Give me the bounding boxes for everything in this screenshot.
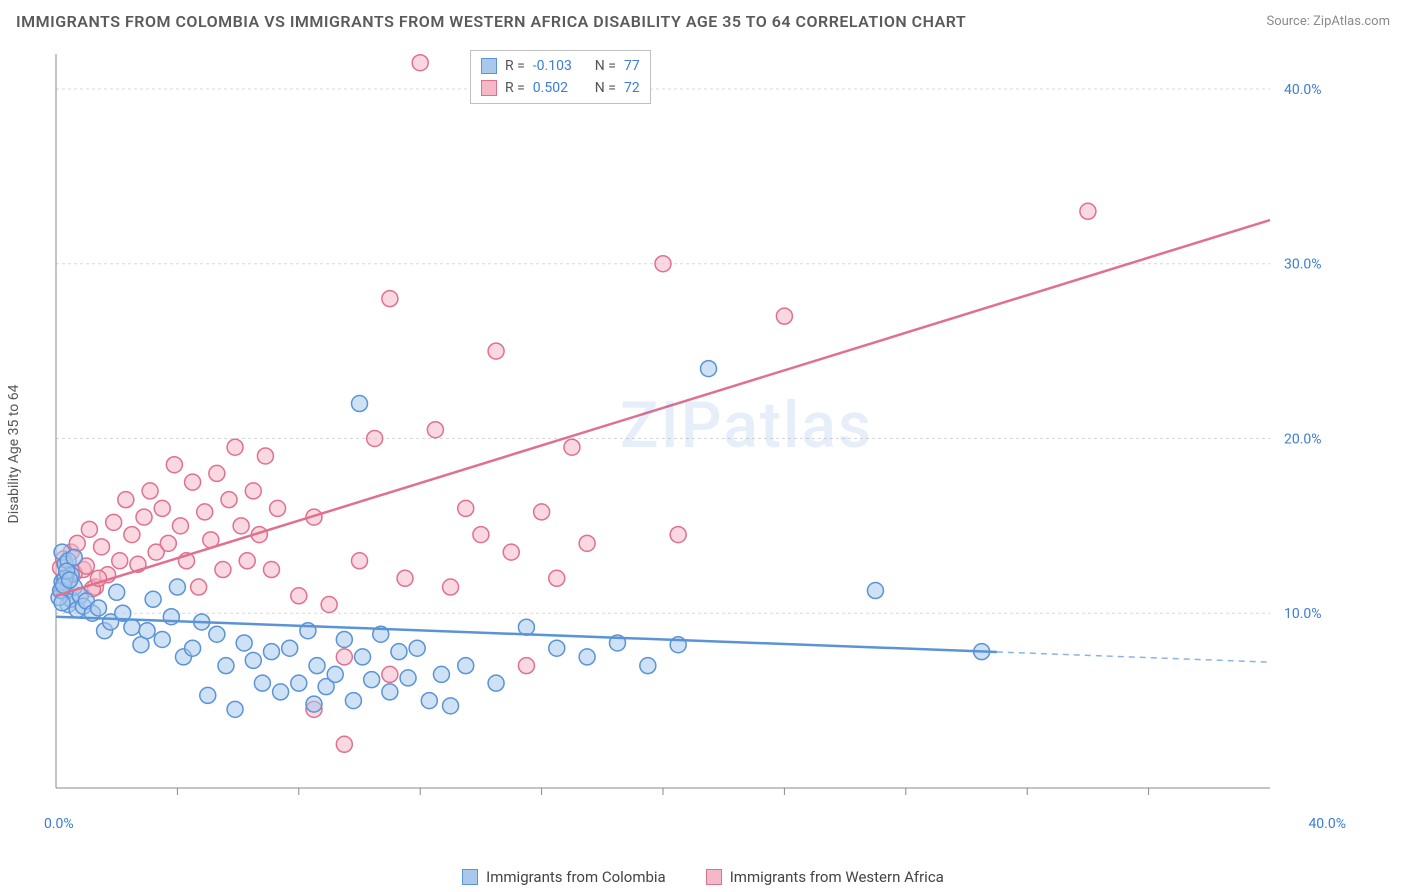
- stat-swatch: [481, 58, 497, 74]
- chart-svg: 10.0% 20.0% 30.0% 40.0%: [50, 48, 1340, 828]
- svg-text:10.0%: 10.0%: [1284, 606, 1322, 622]
- svg-text:40.0%: 40.0%: [1284, 82, 1322, 98]
- svg-text:20.0%: 20.0%: [1284, 431, 1322, 447]
- legend-item: Immigrants from Colombia: [462, 868, 666, 886]
- chart-header: IMMIGRANTS FROM COLOMBIA VS IMMIGRANTS F…: [16, 12, 1390, 31]
- legend-item: Immigrants from Western Africa: [706, 868, 944, 886]
- stat-r-value: -0.103: [533, 58, 587, 74]
- legend-label: Immigrants from Western Africa: [730, 868, 944, 886]
- x-tick-1: 40.0%: [1308, 816, 1346, 832]
- chart-title: IMMIGRANTS FROM COLOMBIA VS IMMIGRANTS F…: [16, 12, 966, 31]
- stat-swatch: [481, 80, 497, 96]
- legend-swatch: [706, 869, 722, 885]
- source-label: Source: ZipAtlas.com: [1266, 14, 1390, 29]
- x-tick-0: 0.0%: [44, 816, 74, 832]
- stat-r-label: R =: [505, 80, 525, 96]
- stat-n-label: N =: [595, 80, 616, 96]
- stat-r-value: 0.502: [533, 80, 587, 96]
- legend-label: Immigrants from Colombia: [486, 868, 666, 886]
- stat-r-label: R =: [505, 58, 525, 74]
- stat-row: R = 0.502 N = 72: [481, 77, 640, 99]
- y-axis-label: Disability Age 35 to 64: [6, 385, 22, 524]
- stat-n-label: N =: [595, 58, 616, 74]
- legend: Immigrants from Colombia Immigrants from …: [0, 868, 1406, 886]
- plot-area: 10.0% 20.0% 30.0% 40.0% R = -0.103 N = 77 R = 0.…: [50, 48, 1340, 828]
- stat-box: R = -0.103 N = 77 R = 0.502 N = 72: [470, 50, 651, 104]
- svg-text:30.0%: 30.0%: [1284, 257, 1322, 273]
- stat-n-value: 77: [624, 58, 640, 74]
- stat-row: R = -0.103 N = 77: [481, 55, 640, 77]
- legend-swatch: [462, 869, 478, 885]
- stat-n-value: 72: [624, 80, 640, 96]
